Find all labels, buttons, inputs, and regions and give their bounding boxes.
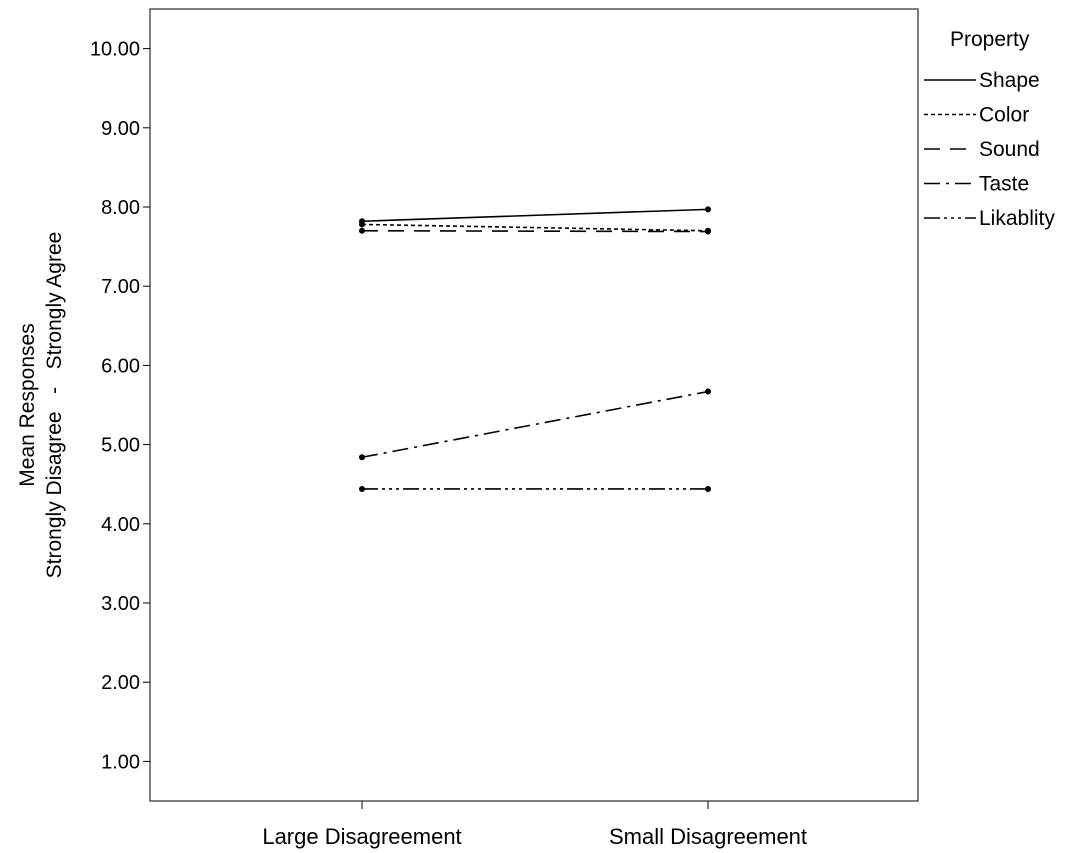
legend-item-color: Color [924, 104, 1029, 127]
y-tick-label: 10.00 [90, 39, 140, 61]
y-tick-label: 5.00 [101, 435, 140, 457]
legend-item-taste: Taste [924, 173, 1029, 196]
legend-label-color: Color [979, 104, 1029, 127]
series-likablity [359, 485, 711, 492]
data-point-taste [359, 454, 365, 461]
series-taste [359, 388, 711, 461]
y-tick-label: 2.00 [101, 672, 140, 694]
series-line-shape [361, 208, 709, 223]
legend-title: Property [950, 28, 1030, 51]
legend: Property Shape Color Sound Taste Likablity [924, 28, 1055, 230]
legend-item-likablity: Likablity [924, 207, 1055, 230]
data-point-likablity [705, 485, 711, 492]
y-axis-title: Mean Responses Strongly Disagree - Stron… [16, 232, 66, 579]
series-line-taste [361, 390, 709, 459]
data-point-sound [359, 227, 365, 234]
x-tick-label: Small Disagreement [609, 824, 807, 849]
legend-label-taste: Taste [979, 173, 1029, 196]
legend-label-sound: Sound [979, 138, 1040, 161]
y-axis: 1.00 2.00 3.00 4.00 5.00 6.00 7.00 8.00 9.00 10.0… [90, 39, 150, 773]
series-sound [359, 227, 711, 235]
data-point-taste [705, 388, 711, 395]
legend-item-shape: Shape [924, 69, 1040, 92]
series-line-color [361, 223, 709, 232]
y-tick-label: 9.00 [101, 118, 140, 140]
y-tick-label: 4.00 [101, 514, 140, 536]
data-point-shape [705, 206, 711, 213]
x-axis: Large Disagreement Small Disagreement [262, 801, 807, 849]
data-point-likablity [359, 485, 365, 492]
legend-item-sound: Sound [924, 138, 1040, 161]
series-layer [359, 206, 711, 492]
y-tick-label: 3.00 [101, 593, 140, 615]
legend-label-shape: Shape [979, 69, 1040, 92]
y-axis-title-line-1: Mean Responses [16, 323, 39, 486]
data-point-color [359, 221, 365, 228]
x-tick-label: Large Disagreement [262, 824, 461, 849]
y-tick-label: 6.00 [101, 355, 140, 377]
y-tick-label: 1.00 [101, 751, 140, 773]
y-tick-label: 7.00 [101, 276, 140, 298]
y-tick-label: 8.00 [101, 197, 140, 219]
plot-frame [149, 8, 919, 802]
series-shape [359, 206, 711, 225]
y-axis-title-line-2: Strongly Disagree - Strongly Agree [43, 232, 66, 579]
legend-label-likablity: Likablity [979, 207, 1055, 230]
data-point-sound [705, 228, 711, 235]
series-line-sound [361, 229, 709, 233]
